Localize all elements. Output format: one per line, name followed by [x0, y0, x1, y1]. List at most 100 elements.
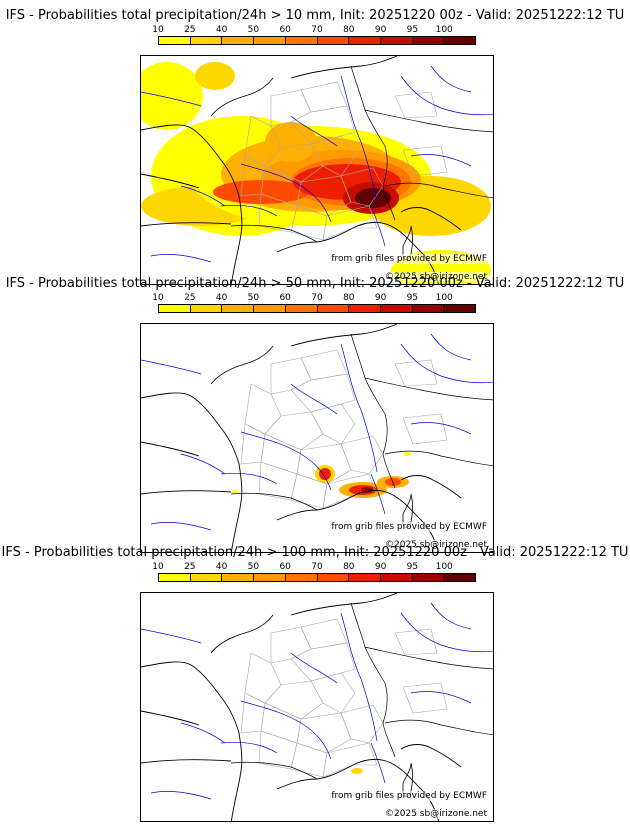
colorbar-tick-label: 90	[374, 25, 387, 35]
river-line	[290, 383, 338, 415]
rivers	[141, 65, 493, 263]
admin-boundary	[402, 145, 448, 177]
colorbar-segment	[222, 305, 255, 312]
admin-boundary	[270, 626, 312, 664]
river-line	[180, 722, 226, 744]
colorbar-tick-label: 100	[435, 562, 453, 572]
river-line	[430, 602, 472, 630]
copyright-credit: ©2025 sb@irizone.net	[385, 809, 487, 819]
colorbar	[158, 304, 476, 313]
admin-boundary	[264, 411, 324, 451]
colorbar-tick-label: 25	[184, 293, 196, 303]
admin-boundary	[264, 143, 324, 183]
source-credit: from grib files provided by ECMWF	[331, 791, 487, 801]
river-line	[240, 700, 332, 760]
admin-boundary	[394, 91, 438, 119]
colorbar-tick-label: 50	[247, 25, 260, 35]
admin-boundary	[300, 349, 348, 381]
colorbar-tick-label: 100	[435, 293, 453, 303]
colorbar-tick-label: 50	[247, 562, 260, 572]
river-line	[410, 691, 472, 704]
colorbar-segment	[254, 574, 286, 581]
admin-boundaries	[240, 349, 448, 509]
colorbar-segment	[444, 37, 476, 44]
river-line	[410, 154, 472, 167]
admin-boundary	[340, 704, 384, 744]
colorbar-tick-label: 25	[184, 562, 196, 572]
river-line	[150, 791, 212, 800]
probability-map: from grib files provided by ECMWF ©2025 …	[140, 592, 494, 822]
admin-boundary	[394, 359, 438, 387]
colorbar-segment	[349, 305, 381, 312]
country-border	[230, 602, 493, 780]
admin-boundary	[300, 618, 348, 650]
colorbar-segment	[190, 305, 223, 312]
colorbar-segment	[349, 574, 381, 581]
colorbar-tick-label: 10	[152, 293, 164, 303]
probability-field	[232, 452, 411, 498]
admin-boundary	[340, 167, 384, 207]
probability-area	[265, 122, 317, 162]
colorbar-segment	[254, 37, 286, 44]
river-line	[370, 742, 386, 784]
river-line	[141, 628, 202, 644]
colorbar-segment	[444, 305, 476, 312]
river-line	[430, 65, 472, 93]
colorbar-tick-label: 80	[343, 562, 355, 572]
river-line	[340, 75, 378, 205]
colorbar-tick-label: 95	[406, 25, 419, 35]
colorbar-segment	[317, 574, 350, 581]
colorbar-labels: 10 25 40 50 60 70 80 90 95 100	[152, 25, 476, 35]
colorbar-segment	[190, 37, 223, 44]
admin-boundaries	[240, 81, 448, 241]
colorbar-segment	[222, 574, 255, 581]
panel-title: IFS - Probabilities total precipitation/…	[1, 545, 629, 560]
source-credit: from grib files provided by ECMWF	[331, 522, 487, 532]
colorbar-segment	[412, 305, 445, 312]
colorbar-tick-label: 95	[406, 562, 419, 572]
river-line	[430, 333, 472, 361]
river-line	[180, 185, 226, 207]
colorbar-segment	[380, 37, 413, 44]
probability-area	[319, 468, 331, 480]
admin-boundary	[340, 435, 384, 475]
colorbar-segment	[159, 37, 191, 44]
river-line	[370, 473, 386, 515]
colorbar-segment	[444, 574, 476, 581]
admin-boundary	[402, 413, 448, 445]
colorbar-segment	[159, 574, 191, 581]
river-line	[220, 472, 278, 485]
colorbar-segment	[412, 37, 445, 44]
river-line	[240, 163, 332, 223]
colorbar-tick-label: 90	[374, 293, 387, 303]
probability-area	[195, 62, 235, 90]
colorbar-tick-label: 80	[343, 293, 355, 303]
colorbar-segment	[222, 37, 255, 44]
colorbar-segment	[190, 574, 223, 581]
colorbar-segment	[317, 37, 350, 44]
admin-boundary	[260, 433, 302, 475]
colorbar-tick-label: 60	[279, 562, 291, 572]
colorbar-segment	[159, 305, 191, 312]
colorbar-labels: 10 25 40 50 60 70 80 90 95 100	[152, 293, 476, 303]
admin-boundary	[290, 373, 356, 413]
river-line	[400, 75, 493, 116]
river-line	[220, 204, 278, 217]
coastline	[141, 324, 462, 552]
admin-boundary	[394, 628, 438, 656]
colorbar-tick-label: 60	[279, 25, 291, 35]
colorbar	[158, 36, 476, 45]
probability-area	[141, 62, 203, 130]
admin-boundaries	[240, 618, 448, 778]
admin-boundary	[290, 742, 328, 778]
river-line	[410, 422, 472, 435]
colorbar-tick-label: 40	[215, 25, 228, 35]
river-line	[290, 652, 338, 684]
river-line	[150, 254, 212, 263]
river-line	[141, 359, 202, 375]
colorbar-tick-label: 70	[311, 25, 323, 35]
source-credit: from grib files provided by ECMWF	[331, 254, 487, 264]
colorbar-segment	[380, 574, 413, 581]
colorbar-segment	[349, 37, 381, 44]
forecast-panel-100mm: IFS - Probabilities total precipitation/…	[0, 545, 630, 822]
